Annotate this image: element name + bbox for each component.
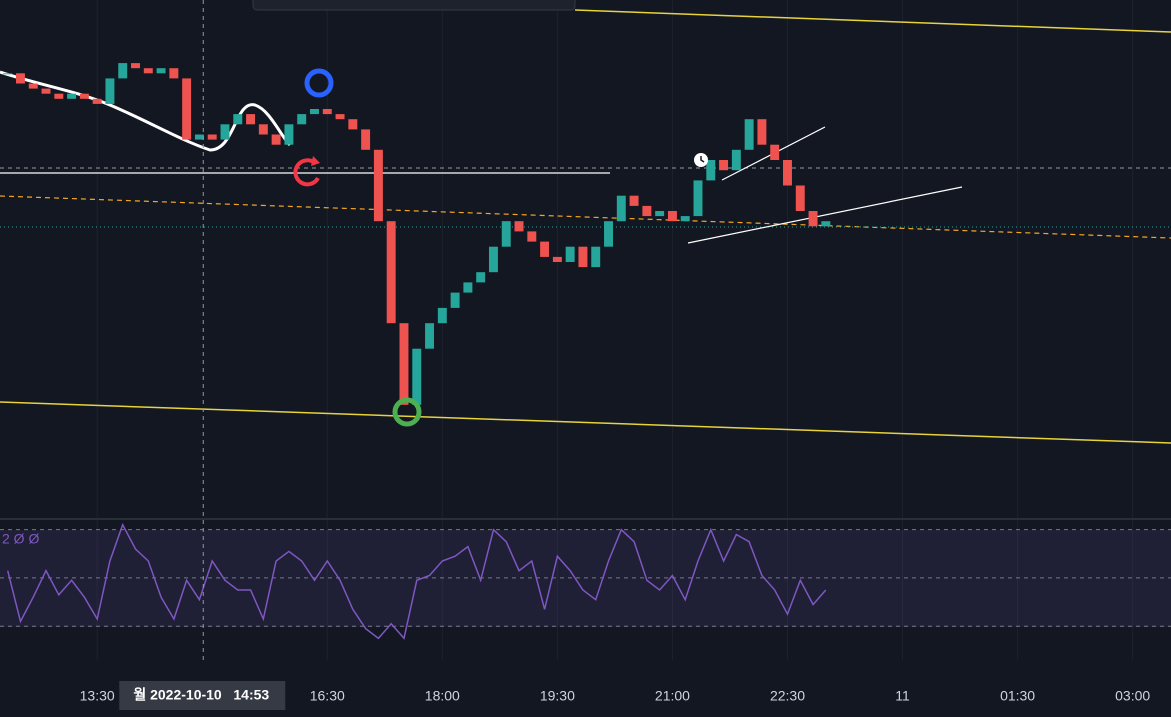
x-tick-label: 11 (895, 688, 910, 704)
red-arrow-head (311, 156, 320, 166)
markers (293, 68, 708, 427)
candle-body (412, 348, 422, 405)
candle-body (67, 93, 77, 99)
candle-body (194, 134, 204, 140)
candle-body (795, 185, 805, 211)
candle-body (514, 221, 524, 232)
candle-body (425, 323, 435, 349)
candle-body (731, 149, 741, 171)
candle-body (54, 93, 64, 99)
candle-body (233, 114, 243, 125)
candle-body (41, 88, 51, 94)
rsi-pane (0, 522, 1171, 640)
candle-body (591, 246, 601, 268)
blue-circle-marker (304, 68, 334, 98)
x-tick-label: 13:30 (80, 688, 115, 704)
candle-body (488, 246, 498, 273)
candle-body (220, 124, 230, 140)
candle-body (118, 63, 128, 79)
candle-body (578, 246, 588, 268)
candle-body (310, 109, 319, 115)
drawings (0, 9, 1171, 444)
candle-body (335, 114, 345, 120)
x-tick-label: 19:30 (540, 688, 575, 704)
trend-line (687, 186, 963, 244)
x-tick-label: 01:30 (1000, 688, 1035, 704)
crosshair-label: 월 2022-10-10 14:53 (133, 687, 269, 703)
time-axis-labels: 13:30 16:30 18:00 19:30 21:00 22:30 11 01:30 03:… (80, 681, 1150, 710)
candle-body (373, 149, 383, 222)
candle-body (770, 144, 780, 160)
rsi-line (6, 522, 827, 640)
candle-body (284, 124, 294, 145)
candle-body (757, 119, 767, 145)
candle-body (348, 119, 358, 130)
candle-body (105, 78, 115, 104)
rsi-label: 2 Ø Ø (2, 531, 39, 547)
candle-body (258, 124, 268, 135)
candle-body (3, 73, 13, 75)
candle-body (182, 78, 192, 140)
candle-body (655, 211, 665, 217)
candle-body (680, 216, 690, 222)
green-circle-marker (392, 397, 422, 427)
rsi-band (0, 530, 1171, 627)
candle-body (565, 246, 575, 262)
candle-body (131, 63, 140, 69)
candle-body (79, 93, 89, 99)
candle-body (667, 211, 677, 222)
candles (3, 63, 831, 405)
candle-body (399, 323, 409, 405)
x-tick-label: 16:30 (310, 688, 345, 704)
candle-body (629, 195, 639, 206)
candle-body (156, 68, 166, 74)
candle-body (808, 211, 818, 227)
candle-body (476, 272, 486, 283)
x-tick-label: 22:30 (770, 688, 805, 704)
candle-body (501, 221, 511, 247)
candle-body (642, 205, 652, 217)
candle-body (744, 119, 754, 150)
candle-body (28, 83, 38, 89)
candle-body (527, 231, 537, 242)
x-tick-label: 21:00 (655, 688, 690, 704)
candle-body (297, 114, 307, 125)
candle-body (604, 221, 613, 247)
candle-body (821, 221, 831, 227)
trend-line (0, 401, 1171, 444)
crosshair-label-box (119, 681, 286, 710)
alarm-hands (700, 156, 705, 163)
candle-body (92, 98, 102, 104)
candle-body (271, 134, 281, 145)
candle-body (463, 282, 473, 293)
candle-body (169, 68, 179, 79)
grid (96, 0, 1134, 660)
candle-body (361, 129, 371, 150)
toolbar[interactable] (252, 0, 576, 11)
candle-body (693, 180, 703, 217)
candle-body (246, 114, 256, 125)
candle-body (207, 134, 217, 140)
candle-body (706, 160, 716, 181)
x-tick-label: 18:00 (425, 688, 460, 704)
dashed-trend-line (0, 195, 1171, 239)
candle-body (719, 160, 729, 171)
candle-body (450, 292, 460, 308)
moving-average-drawing (0, 70, 292, 152)
candle-body (386, 221, 396, 324)
x-tick-label: 03:00 (1115, 688, 1150, 704)
candle-body (540, 241, 550, 257)
trend-line (574, 9, 1171, 33)
candle-body (322, 109, 332, 115)
candle-body (437, 307, 447, 324)
candle-body (616, 195, 626, 222)
red-arrow-marker (293, 158, 320, 187)
candle-body (15, 73, 25, 84)
candle-body (143, 68, 153, 74)
candle-body (552, 256, 562, 262)
candle-body (783, 160, 792, 186)
